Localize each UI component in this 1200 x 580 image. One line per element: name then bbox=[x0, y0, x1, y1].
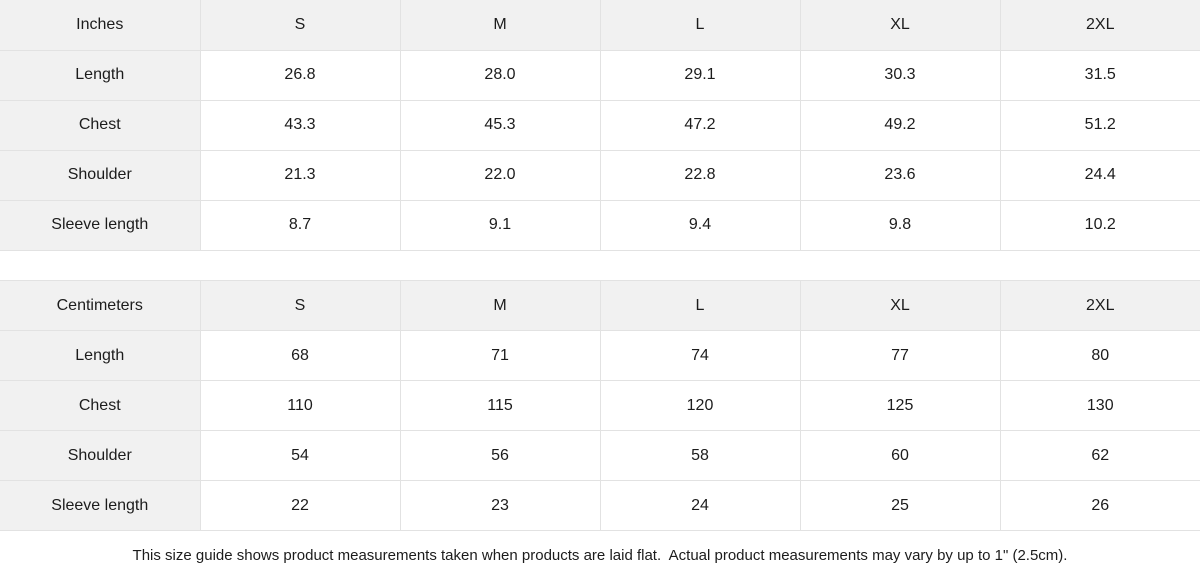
table-row: Length 26.8 28.0 29.1 30.3 31.5 bbox=[0, 49, 1200, 101]
row-label-chest: Chest bbox=[0, 380, 201, 431]
cell-shoulder-2xl: 24.4 bbox=[999, 149, 1200, 201]
row-label-shoulder: Shoulder bbox=[0, 430, 201, 481]
row-label-chest: Chest bbox=[0, 99, 201, 151]
table-row: Chest 110 115 120 125 130 bbox=[0, 380, 1200, 431]
cell-length-2xl: 31.5 bbox=[999, 49, 1200, 101]
cell-shoulder-l: 22.8 bbox=[599, 149, 801, 201]
size-table-inches: Inches S M L XL 2XL Length 26.8 28.0 29.… bbox=[0, 0, 1200, 251]
cell-sleeve-length-m: 23 bbox=[399, 480, 601, 531]
cell-length-l: 29.1 bbox=[599, 49, 801, 101]
row-label-shoulder: Shoulder bbox=[0, 149, 201, 201]
cell-shoulder-l: 58 bbox=[599, 430, 801, 481]
cell-chest-2xl: 51.2 bbox=[999, 99, 1200, 151]
size-header-xl: XL bbox=[799, 280, 1001, 331]
unit-label-centimeters: Centimeters bbox=[0, 280, 201, 331]
cell-shoulder-m: 22.0 bbox=[399, 149, 601, 201]
size-table-inches-head: Inches S M L XL 2XL bbox=[0, 0, 1200, 51]
table-header-row: Inches S M L XL 2XL bbox=[0, 0, 1200, 51]
cell-sleeve-length-m: 9.1 bbox=[399, 199, 601, 251]
cell-shoulder-m: 56 bbox=[399, 430, 601, 481]
row-label-length: Length bbox=[0, 49, 201, 101]
cell-length-s: 26.8 bbox=[199, 49, 401, 101]
table-row: Sleeve length 22 23 24 25 26 bbox=[0, 480, 1200, 531]
cell-length-m: 28.0 bbox=[399, 49, 601, 101]
cell-chest-2xl: 130 bbox=[999, 380, 1200, 431]
cell-chest-l: 47.2 bbox=[599, 99, 801, 151]
unit-label-inches: Inches bbox=[0, 0, 201, 51]
row-label-length: Length bbox=[0, 330, 201, 381]
size-header-l: L bbox=[599, 0, 801, 51]
cell-chest-m: 45.3 bbox=[399, 99, 601, 151]
size-table-centimeters: Centimeters S M L XL 2XL Length 68 71 74… bbox=[0, 280, 1200, 531]
size-header-m: M bbox=[399, 280, 601, 331]
size-header-s: S bbox=[199, 280, 401, 331]
table-row: Length 68 71 74 77 80 bbox=[0, 330, 1200, 381]
row-label-sleeve-length: Sleeve length bbox=[0, 199, 201, 251]
size-header-2xl: 2XL bbox=[999, 0, 1200, 51]
cell-shoulder-2xl: 62 bbox=[999, 430, 1200, 481]
cell-shoulder-s: 21.3 bbox=[199, 149, 401, 201]
size-header-xl: XL bbox=[799, 0, 1001, 51]
cell-chest-xl: 125 bbox=[799, 380, 1001, 431]
cell-length-2xl: 80 bbox=[999, 330, 1200, 381]
cell-chest-m: 115 bbox=[399, 380, 601, 431]
cell-chest-l: 120 bbox=[599, 380, 801, 431]
cell-length-m: 71 bbox=[399, 330, 601, 381]
cell-chest-s: 110 bbox=[199, 380, 401, 431]
cell-length-s: 68 bbox=[199, 330, 401, 381]
table-row: Shoulder 21.3 22.0 22.8 23.6 24.4 bbox=[0, 149, 1200, 201]
cell-length-xl: 77 bbox=[799, 330, 1001, 381]
table-row: Sleeve length 8.7 9.1 9.4 9.8 10.2 bbox=[0, 199, 1200, 251]
cell-sleeve-length-2xl: 10.2 bbox=[999, 199, 1200, 251]
size-table-centimeters-head: Centimeters S M L XL 2XL bbox=[0, 280, 1200, 331]
size-header-m: M bbox=[399, 0, 601, 51]
size-table-inches-body: Length 26.8 28.0 29.1 30.3 31.5 Chest 43… bbox=[0, 49, 1200, 251]
cell-shoulder-xl: 23.6 bbox=[799, 149, 1001, 201]
cell-sleeve-length-s: 8.7 bbox=[199, 199, 401, 251]
table-separator bbox=[0, 250, 1200, 281]
size-header-2xl: 2XL bbox=[999, 280, 1200, 331]
cell-sleeve-length-xl: 25 bbox=[799, 480, 1001, 531]
cell-sleeve-length-l: 9.4 bbox=[599, 199, 801, 251]
size-guide-footnote: This size guide shows product measuremen… bbox=[0, 531, 1200, 580]
cell-sleeve-length-l: 24 bbox=[599, 480, 801, 531]
cell-sleeve-length-xl: 9.8 bbox=[799, 199, 1001, 251]
size-header-l: L bbox=[599, 280, 801, 331]
size-header-s: S bbox=[199, 0, 401, 51]
row-label-sleeve-length: Sleeve length bbox=[0, 480, 201, 531]
size-table-centimeters-body: Length 68 71 74 77 80 Chest 110 115 120 … bbox=[0, 330, 1200, 531]
cell-chest-s: 43.3 bbox=[199, 99, 401, 151]
cell-length-xl: 30.3 bbox=[799, 49, 1001, 101]
table-header-row: Centimeters S M L XL 2XL bbox=[0, 280, 1200, 331]
table-row: Shoulder 54 56 58 60 62 bbox=[0, 430, 1200, 481]
cell-chest-xl: 49.2 bbox=[799, 99, 1001, 151]
cell-sleeve-length-2xl: 26 bbox=[999, 480, 1200, 531]
cell-shoulder-s: 54 bbox=[199, 430, 401, 481]
cell-sleeve-length-s: 22 bbox=[199, 480, 401, 531]
table-row: Chest 43.3 45.3 47.2 49.2 51.2 bbox=[0, 99, 1200, 151]
cell-shoulder-xl: 60 bbox=[799, 430, 1001, 481]
cell-length-l: 74 bbox=[599, 330, 801, 381]
